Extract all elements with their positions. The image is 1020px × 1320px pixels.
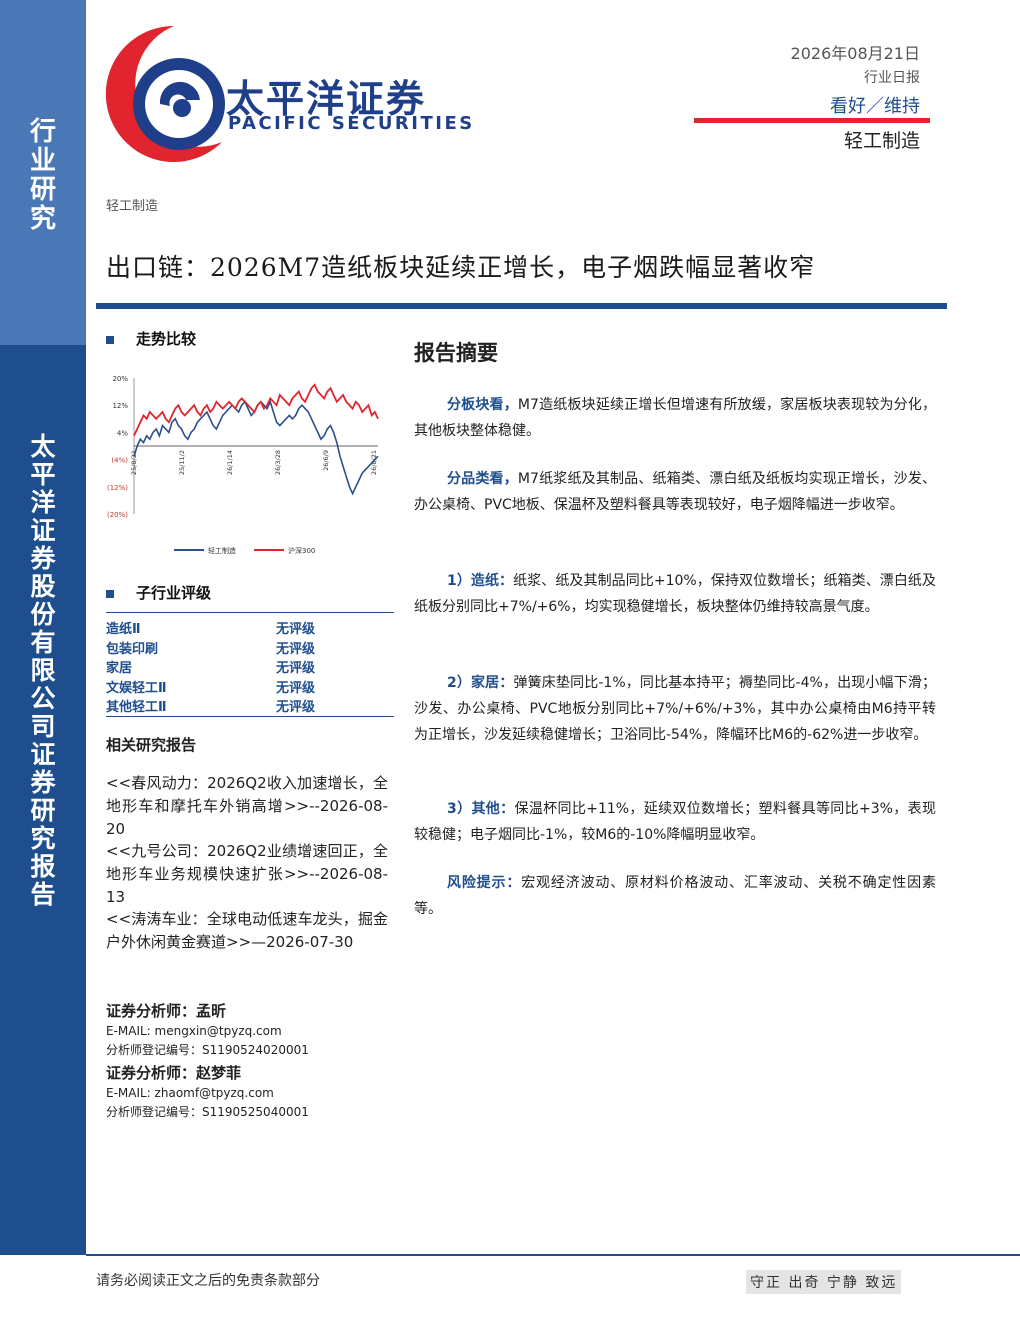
analyst-name: 证券分析师：孟昕 — [106, 1002, 227, 1020]
legend-label: 轻工制造 — [208, 546, 236, 555]
company-logo — [104, 22, 444, 172]
sub-rating-heading: 子行业评级 — [106, 582, 211, 603]
paragraph-text: 保温杯同比+11%，延续双位数增长；塑料餐具等同比+3%，表现较稳健；电子烟同比… — [414, 801, 936, 843]
y-tick-label: 4% — [117, 429, 128, 437]
sub-rating-table: 造纸Ⅱ 无评级 包装印刷 无评级 家居 无评级 文娱轻工Ⅱ 无评级 其他轻工Ⅱ 无评级 — [106, 618, 394, 716]
x-tick-label: 26/1/14 — [226, 450, 234, 475]
page-title: 出口链：2026M7造纸板块延续正增长，电子烟跌幅显著收窄 — [106, 253, 816, 282]
summary-paragraph: 3）其他：保温杯同比+11%，延续双位数增长；塑料餐具等同比+3%，表现较稳健；… — [414, 796, 936, 848]
analyst-registration: 分析师登记编号：S1190525040001 — [106, 1105, 309, 1119]
paragraph-text: M7造纸板块延续正增长但增速有所放缓，家居板块表现较为分化，其他板块整体稳健。 — [414, 397, 936, 439]
sub-industry-rating: 无评级 — [276, 700, 316, 715]
table-row: 其他轻工Ⅱ 无评级 — [106, 696, 394, 716]
y-tick-label: (12%) — [107, 484, 128, 492]
logo-cn-text: 太平洋证券 — [226, 77, 427, 121]
sub-industry-rating: 无评级 — [276, 641, 316, 657]
analyst-email[interactable]: E-MAIL: mengxin@tpyzq.com — [106, 1024, 282, 1038]
paragraph-text: M7纸浆纸及其制品、纸箱类、漂白纸及纸板均实现正增长，沙发、办公桌椅、PVC地板… — [414, 471, 936, 513]
paragraph-text: 弹簧床垫同比-1%，同比基本持平；褥垫同比-4%，出现小幅下滑；沙发、办公桌椅、… — [414, 675, 936, 743]
industry-rating: 看好／维持 — [830, 96, 920, 117]
sub-industry-name: 家居 — [106, 661, 133, 676]
header-accent-line — [694, 118, 930, 123]
series-line-light-industry — [133, 399, 379, 496]
related-reports-heading: 相关研究报告 — [106, 736, 197, 754]
paragraph-lead: 分品类看， — [447, 471, 518, 487]
x-tick-label: 26/3/28 — [274, 450, 282, 475]
analyst-registration: 分析师登记编号：S1190524020001 — [106, 1043, 309, 1057]
logo-en-text: PACIFIC SECURITIES — [228, 113, 475, 134]
paragraph-lead: 1）造纸： — [447, 573, 514, 589]
report-date: 2026年08月21日 — [790, 44, 920, 63]
logo-emblem-icon — [105, 25, 225, 162]
sub-industry-rating: 无评级 — [276, 680, 316, 696]
related-report-link[interactable]: <<春风动力：2026Q2收入加速增长，全地形车和摩托车外销高增>>--2026… — [106, 774, 388, 838]
y-tick-label: 12% — [112, 402, 128, 410]
sub-industry-rating: 无评级 — [276, 661, 316, 676]
table-row: 家居 无评级 — [106, 657, 394, 677]
bullet-square-icon — [106, 589, 114, 598]
summary-paragraph: 1）造纸：纸浆、纸及其制品同比+10%，保持双位数增长；纸箱类、漂白纸及纸板分别… — [414, 568, 936, 620]
x-tick-label: 25/8/21 — [130, 450, 138, 475]
y-tick-label: 20% — [112, 375, 128, 383]
analyst-email[interactable]: E-MAIL: zhaomf@tpyzq.com — [106, 1086, 274, 1100]
x-tick-label: 25/11/2 — [178, 450, 186, 475]
sub-industry-name: 文娱轻工Ⅱ — [106, 680, 167, 696]
report-type: 行业日报 — [864, 70, 920, 86]
sidebar-top-band: 行业研究 — [0, 0, 86, 345]
sub-rating-heading-label: 子行业评级 — [136, 584, 212, 602]
series-line-csi300 — [133, 383, 379, 437]
trend-heading-label: 走势比较 — [136, 330, 197, 348]
header-sector: 轻工制造 — [843, 130, 920, 152]
summary-paragraph: 分板块看，M7造纸板块延续正增长但增速有所放缓，家居板块表现较为分化，其他板块整… — [414, 392, 936, 444]
footer-divider — [86, 1254, 1020, 1256]
sidebar-top-text: 行业研究 — [29, 117, 56, 235]
trend-heading: 走势比较 — [106, 328, 196, 349]
analyst-block: 证券分析师：赵梦菲 E-MAIL: zhaomf@tpyzq.com 分析师登记… — [106, 1064, 309, 1122]
bullet-square-icon — [106, 335, 114, 344]
table-row: 造纸Ⅱ 无评级 — [106, 618, 394, 638]
paragraph-lead: 2）家居： — [447, 675, 514, 691]
paragraph-lead: 3）其他： — [447, 801, 515, 817]
summary-paragraph: 分品类看，M7纸浆纸及其制品、纸箱类、漂白纸及纸板均实现正增长，沙发、办公桌椅、… — [414, 466, 936, 518]
legend-label: 沪深300 — [288, 546, 315, 555]
paragraph-text: 宏观经济波动、原材料价格波动、汇率波动、关税不确定性因素等。 — [414, 875, 936, 917]
paragraph-text: 纸浆、纸及其制品同比+10%，保持双位数增长；纸箱类、漂白纸及纸板分别同比+7%… — [414, 573, 936, 615]
table-row: 包装印刷 无评级 — [106, 638, 394, 658]
sub-industry-name: 包装印刷 — [106, 641, 159, 657]
table-top-rule — [106, 612, 394, 613]
table-bottom-rule — [106, 716, 394, 717]
sub-industry-name: 造纸Ⅱ — [106, 622, 141, 637]
paragraph-lead: 分板块看， — [447, 397, 518, 413]
x-tick-label: 26/8/21 — [370, 450, 378, 475]
sidebar-company-text: 太平洋证券股份有限公司证券研究报告 — [30, 432, 56, 909]
y-tick-label: (20%) — [107, 511, 128, 519]
related-report-link[interactable]: <<九号公司：2026Q2业绩增速回正，全地形车业务规模快速扩张>>--2026… — [106, 842, 388, 906]
disclaimer-notice: 请务必阅读正文之后的免责条款部分 — [96, 1273, 320, 1289]
table-row: 文娱轻工Ⅱ 无评级 — [106, 677, 394, 697]
related-report-link[interactable]: <<涛涛车业：全球电动低速车龙头，掘金户外休闲黄金赛道>>—2026-07-30 — [106, 910, 388, 951]
trend-chart: 20% 12% 4% (4%) (12%) (20%) 25/8/21 25/11/2 26/1… — [107, 375, 379, 555]
sidebar-bottom-band: 太平洋证券股份有限公司证券研究报告 — [0, 345, 86, 1255]
x-tick-label: 26/6/9 — [322, 450, 330, 471]
paragraph-lead: 风险提示： — [447, 875, 522, 891]
summary-heading: 报告摘要 — [414, 340, 498, 365]
summary-paragraph: 2）家居：弹簧床垫同比-1%，同比基本持平；褥垫同比-4%，出现小幅下滑；沙发、… — [414, 670, 936, 748]
y-tick-label: (4%) — [111, 457, 128, 465]
sub-industry-rating: 无评级 — [276, 622, 316, 637]
title-divider — [96, 303, 947, 309]
analyst-name: 证券分析师：赵梦菲 — [106, 1064, 242, 1082]
summary-paragraph: 风险提示：宏观经济波动、原材料价格波动、汇率波动、关税不确定性因素等。 — [414, 870, 936, 922]
company-motto: 守正 出奇 宁静 致远 — [746, 1270, 902, 1294]
analyst-block: 证券分析师：孟昕 E-MAIL: mengxin@tpyzq.com 分析师登记… — [106, 1002, 309, 1060]
sector-label: 轻工制造 — [106, 199, 159, 214]
sub-industry-name: 其他轻工Ⅱ — [106, 700, 167, 715]
